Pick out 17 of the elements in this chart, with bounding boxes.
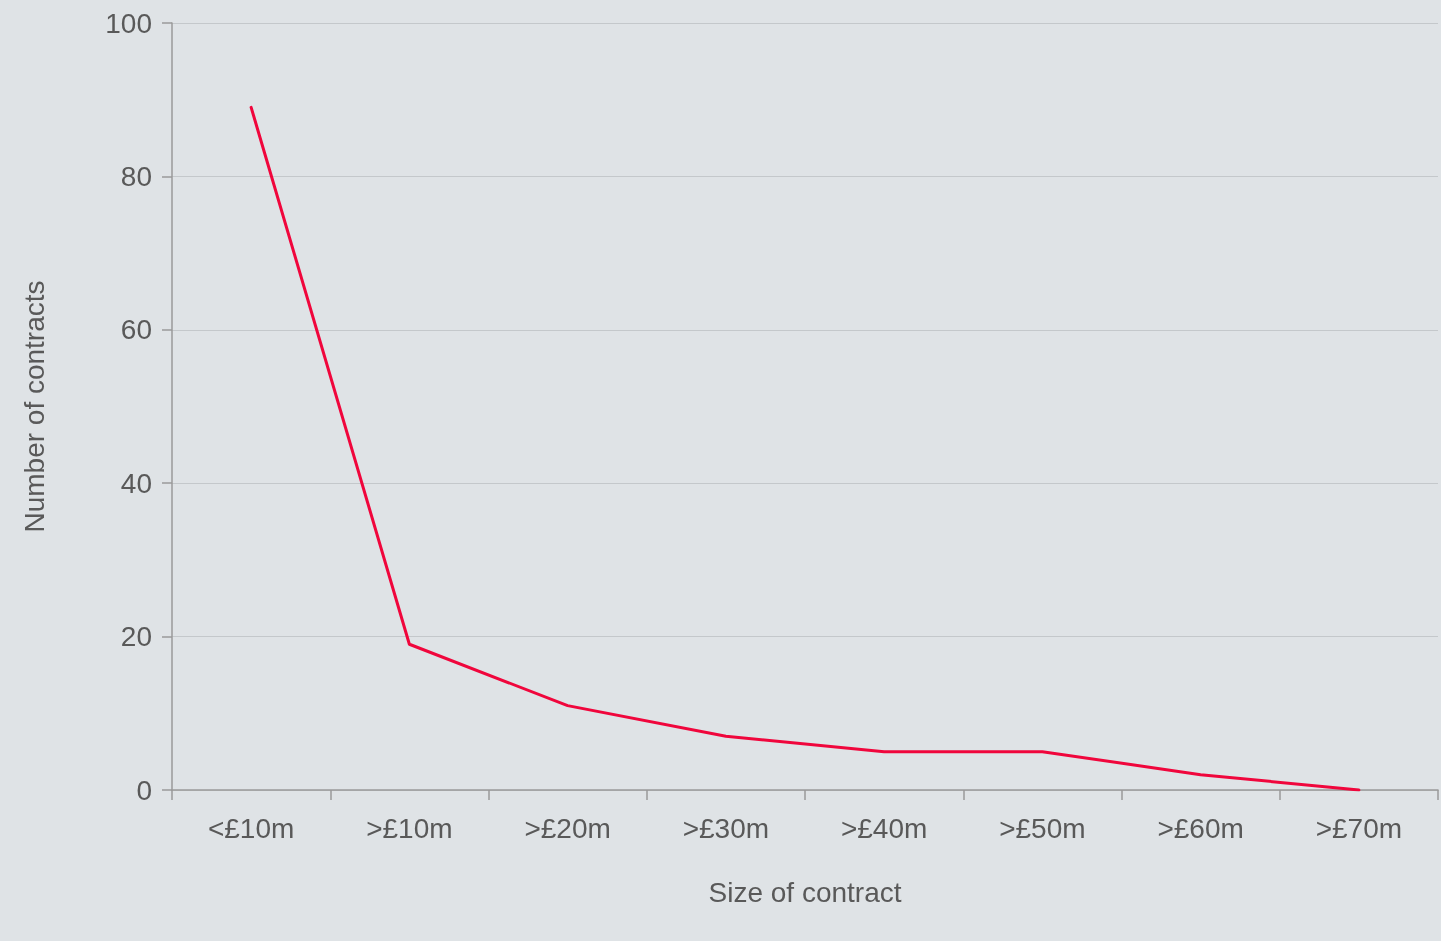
x-tick-label: >£40m — [840, 812, 928, 844]
x-tick-label: >£30m — [682, 812, 770, 844]
x-tick-label: >£10m — [366, 812, 453, 844]
x-axis-title: Size of contract — [708, 876, 902, 908]
x-tick-label: >£20m — [524, 812, 611, 844]
x-tick-label: >£60m — [1157, 812, 1244, 844]
y-tick-label: 0 — [136, 774, 152, 806]
y-tick-label: 80 — [120, 160, 152, 192]
y-tick-label: 20 — [120, 621, 152, 653]
x-tick-label: >£70m — [1315, 812, 1403, 844]
line-series — [249, 105, 1361, 792]
y-tick-label: 40 — [120, 467, 152, 499]
y-tick-label: 60 — [120, 314, 152, 346]
y-tick-label: 100 — [105, 7, 152, 39]
x-tick-label: <£10m — [207, 812, 295, 844]
y-axis-title: Number of contracts — [18, 280, 50, 533]
x-tick-label: >£50m — [999, 812, 1086, 844]
